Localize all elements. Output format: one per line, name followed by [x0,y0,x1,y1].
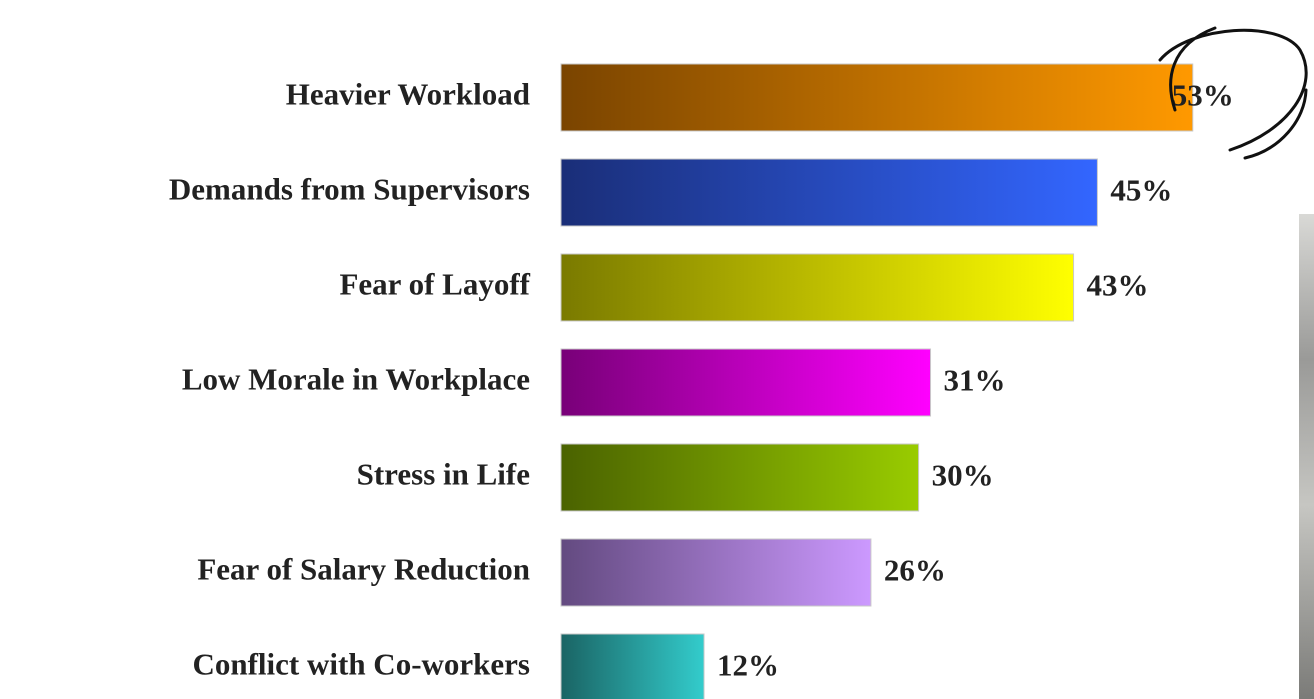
bars: Heavier Workload 53% Demands from Supervis… [169,63,1234,699]
category-label: Demands from Supervisors [169,172,530,207]
value-label: 45% [1110,173,1172,208]
bar [560,348,932,417]
value-label: 53% [1172,78,1234,113]
bar [560,63,1194,132]
value-label: 30% [932,458,994,493]
highlight-circle [1158,26,1308,160]
value-label: 26% [884,553,946,588]
category-label: Fear of Salary Reduction [197,552,530,587]
bar [560,158,1098,227]
bar [560,538,872,607]
photo-edge [1299,214,1314,699]
bar [560,253,1075,322]
bar [560,633,705,699]
category-label: Heavier Workload [286,77,530,112]
bar [560,443,920,512]
value-label: 43% [1087,268,1149,303]
value-label: 12% [717,648,779,683]
category-label: Conflict with Co-workers [192,647,530,682]
category-label: Stress in Life [357,457,530,492]
value-label: 31% [944,363,1006,398]
category-label: Low Morale in Workplace [182,362,530,397]
category-label: Fear of Layoff [339,267,530,302]
